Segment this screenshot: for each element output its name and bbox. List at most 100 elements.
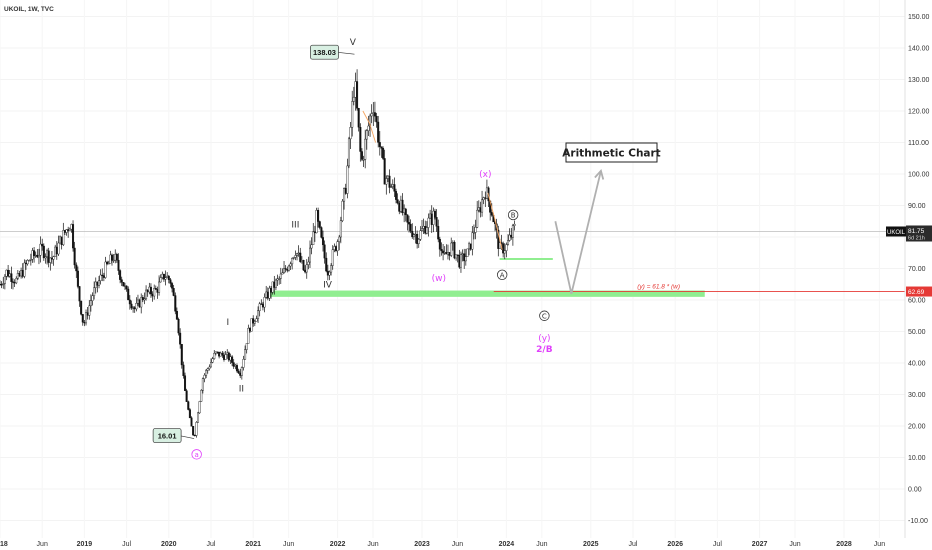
x-tick-label: Jul bbox=[629, 541, 638, 548]
candle bbox=[184, 372, 187, 391]
candle bbox=[433, 208, 436, 220]
candle bbox=[127, 286, 130, 301]
candle-body bbox=[373, 112, 376, 117]
candle-body bbox=[68, 228, 71, 231]
projection-arrowhead bbox=[594, 169, 605, 180]
candle bbox=[122, 282, 125, 287]
candle-body bbox=[185, 390, 188, 402]
candle-body bbox=[432, 210, 435, 225]
candle-body bbox=[98, 280, 101, 286]
candle-body bbox=[209, 362, 212, 368]
candle-body bbox=[284, 268, 287, 270]
candle-body bbox=[99, 274, 102, 281]
candle-body bbox=[242, 359, 245, 368]
candle-body bbox=[216, 351, 219, 353]
candle-body bbox=[310, 244, 313, 249]
candle-body bbox=[162, 273, 165, 280]
candle bbox=[149, 283, 152, 298]
candle-body bbox=[76, 270, 79, 287]
candle-body bbox=[54, 246, 57, 257]
candle-body bbox=[477, 207, 480, 211]
candle-body bbox=[271, 281, 274, 293]
candle bbox=[245, 343, 248, 354]
candle-body bbox=[346, 165, 349, 194]
x-tick-label: 2020 bbox=[161, 541, 177, 548]
candle-body bbox=[398, 202, 401, 212]
candle bbox=[213, 350, 216, 360]
circle-wave-text: a bbox=[195, 451, 199, 459]
candle bbox=[317, 207, 320, 228]
candle bbox=[481, 190, 484, 217]
candle bbox=[135, 297, 138, 312]
y-tick-label: 30.00 bbox=[908, 392, 926, 399]
candle-body bbox=[445, 252, 448, 255]
candle bbox=[65, 228, 68, 236]
candle bbox=[250, 318, 253, 332]
candle bbox=[283, 260, 286, 274]
candle-body bbox=[456, 254, 459, 256]
y-tick-label: 10.00 bbox=[908, 455, 926, 462]
candle bbox=[416, 230, 419, 249]
symbol-tag bbox=[886, 226, 906, 237]
candle bbox=[505, 242, 508, 258]
candle-body bbox=[263, 297, 266, 308]
candle-body bbox=[334, 246, 337, 251]
candle-body bbox=[206, 368, 209, 371]
candle-body bbox=[72, 224, 75, 249]
candle bbox=[281, 268, 284, 275]
candle-body bbox=[222, 355, 225, 360]
candle-body bbox=[292, 257, 295, 259]
candle-body bbox=[37, 255, 40, 258]
candle-body bbox=[352, 96, 355, 102]
circle-wave-ring bbox=[191, 449, 202, 460]
candle-body bbox=[365, 130, 368, 140]
candle-body bbox=[287, 265, 290, 271]
candle bbox=[284, 265, 287, 273]
candle-body bbox=[328, 271, 331, 276]
candle-body bbox=[404, 208, 407, 216]
support-price-tag bbox=[906, 286, 932, 297]
candle bbox=[68, 227, 71, 231]
candle-body bbox=[2, 283, 5, 285]
candle bbox=[117, 253, 120, 275]
candle-body bbox=[10, 273, 13, 282]
candle bbox=[390, 183, 393, 188]
candle bbox=[417, 238, 420, 248]
candle-body bbox=[396, 199, 399, 204]
candle bbox=[23, 259, 26, 279]
candle-body bbox=[299, 252, 302, 262]
candle bbox=[432, 207, 435, 233]
candle bbox=[242, 355, 245, 371]
candle-body bbox=[321, 237, 324, 246]
level-lines: (y) = 61.8 * (w) bbox=[0, 231, 905, 292]
candle-body bbox=[85, 312, 88, 324]
candle bbox=[321, 230, 324, 252]
candle bbox=[279, 267, 282, 285]
candle-body bbox=[248, 328, 251, 332]
candle-body bbox=[442, 250, 445, 254]
candle bbox=[497, 225, 500, 257]
candle-body bbox=[46, 250, 49, 257]
candle-body bbox=[3, 276, 6, 284]
candle bbox=[367, 115, 370, 137]
candle-body bbox=[115, 253, 118, 261]
candle-body bbox=[422, 226, 425, 229]
candle-body bbox=[86, 312, 89, 316]
y-axis-panel bbox=[905, 0, 932, 538]
high-callout-leader bbox=[336, 51, 355, 55]
candle-body bbox=[136, 299, 139, 304]
x-tick-label: Jul bbox=[207, 541, 216, 548]
candle bbox=[466, 248, 469, 257]
candle-body bbox=[101, 274, 104, 277]
candle bbox=[471, 226, 474, 256]
x-tick-label: Jun bbox=[367, 541, 378, 548]
candle bbox=[395, 188, 398, 204]
candle-body bbox=[261, 303, 264, 308]
candle-body bbox=[255, 318, 258, 322]
candle-body bbox=[304, 269, 307, 273]
candle-body bbox=[385, 178, 388, 185]
candle-body bbox=[62, 230, 65, 245]
candle-body bbox=[360, 151, 363, 160]
